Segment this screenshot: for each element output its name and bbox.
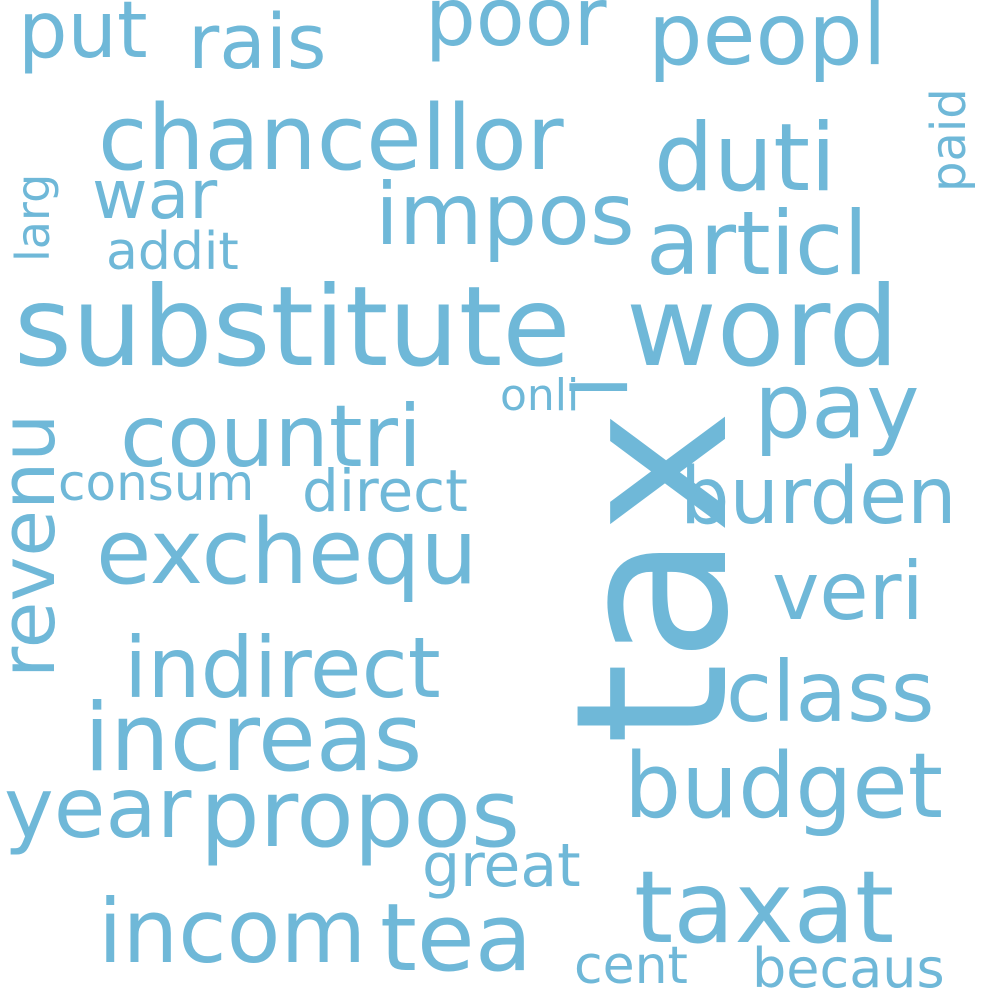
word-addit: addit: [106, 222, 239, 282]
word-tea: tea: [380, 884, 533, 993]
word-put: put: [18, 0, 148, 76]
word-taxat: taxat: [634, 849, 895, 966]
word-revenu: revenu: [0, 413, 72, 678]
word-budget: budget: [624, 734, 944, 839]
word-exchequ: exchequ: [96, 500, 478, 605]
word-cent: cent: [574, 936, 688, 996]
word-countri: countri: [120, 387, 422, 487]
word-consum: consum: [58, 454, 255, 512]
word-indirect: indirect: [124, 619, 441, 717]
word-peopl: peopl: [648, 0, 887, 85]
word-impos: impos: [375, 165, 635, 265]
word-rais: rais: [188, 0, 327, 86]
word-articl: articl: [646, 192, 868, 295]
word-year: year: [4, 759, 192, 857]
word-becaus: becaus: [752, 937, 945, 1000]
word-paid: paid: [921, 88, 977, 192]
word-great: great: [422, 831, 581, 901]
word-duti: duti: [654, 104, 837, 213]
word-pay: pay: [754, 354, 920, 459]
word-veri: veri: [772, 545, 924, 638]
word-substitute-word: substitute_word: [14, 263, 899, 392]
word-incom: incom: [98, 880, 367, 983]
word-larg: larg: [6, 173, 60, 262]
word-class: class: [726, 643, 935, 741]
word-burden: burden: [680, 452, 957, 542]
word-onli: onli: [500, 370, 580, 421]
word-poor: poor: [425, 0, 607, 64]
word-increas: increas: [84, 684, 423, 793]
word-chancellor: chancellor: [98, 86, 564, 191]
word-war: war: [92, 156, 218, 235]
word-propos: propos: [200, 760, 520, 869]
word-direct: direct: [302, 457, 468, 525]
